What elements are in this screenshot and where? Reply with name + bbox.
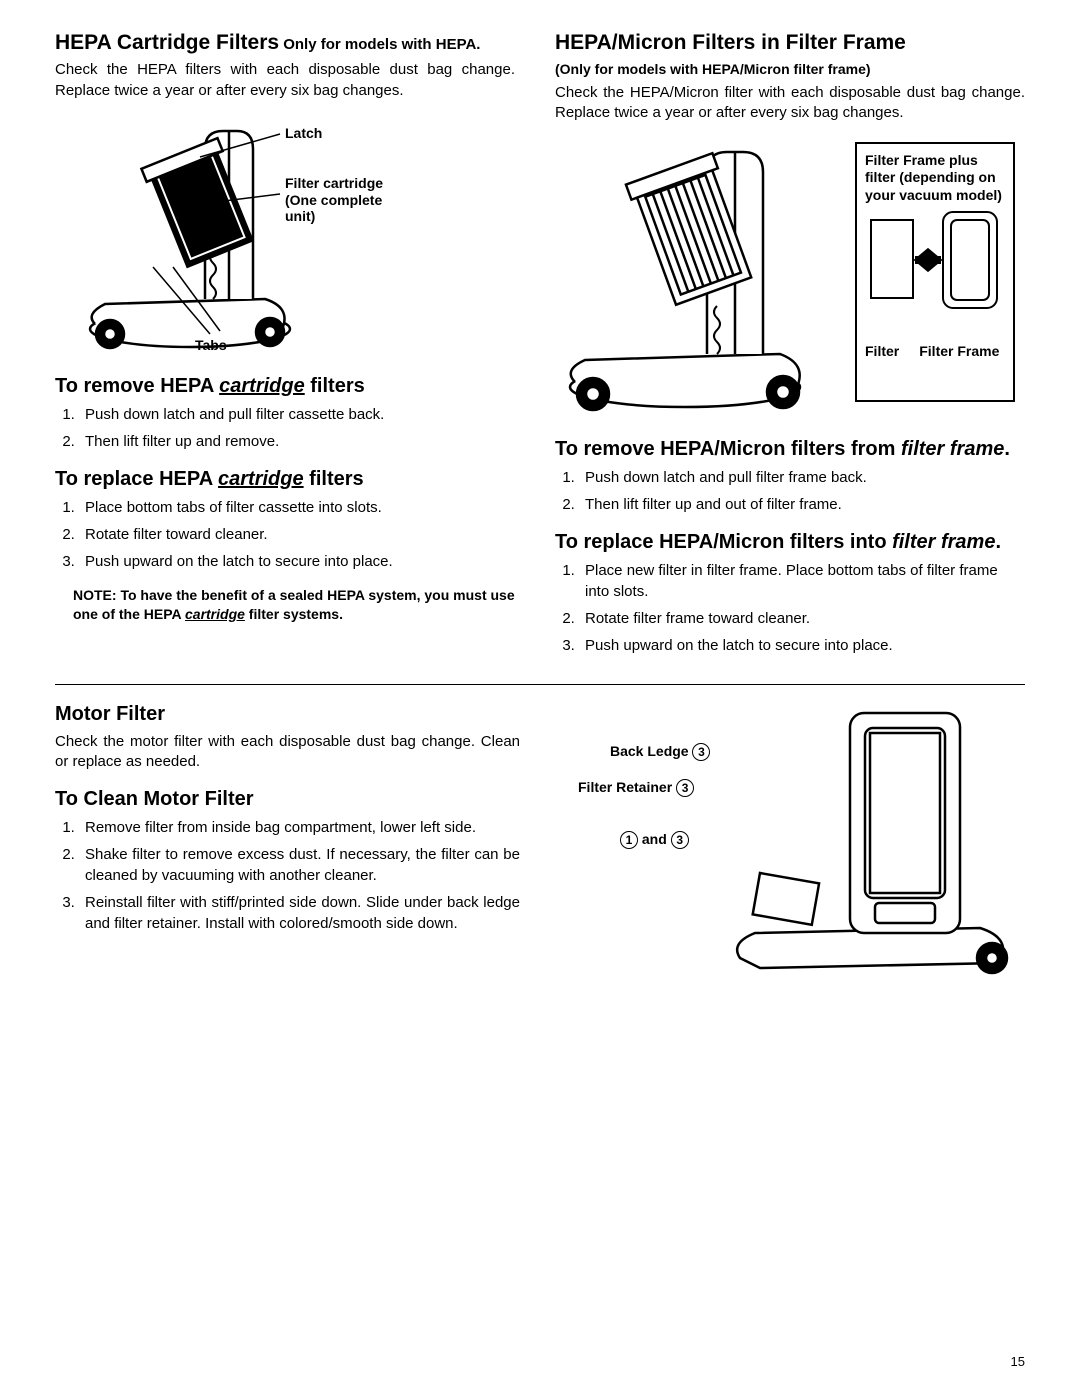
micron-intro: Check the HEPA/Micron filter with each d… bbox=[555, 83, 1025, 124]
replace-cartridge-heading: To replace HEPA cartridge filters bbox=[55, 468, 515, 491]
remove-cartridge-steps: Push down latch and pull filter cassette… bbox=[55, 404, 515, 452]
list-item: Place new filter in filter frame. Place … bbox=[579, 560, 1025, 602]
panel-frame-label: Filter Frame bbox=[919, 343, 999, 359]
vacuum-cartridge-svg bbox=[55, 119, 315, 359]
replace-cartridge-steps: Place bottom tabs of filter cassette int… bbox=[55, 497, 515, 572]
panel-filter-label: Filter bbox=[865, 343, 899, 359]
label-one-and-three: 1 and 3 bbox=[620, 831, 689, 849]
list-item: Rotate filter frame toward cleaner. bbox=[579, 608, 1025, 629]
heading-main: HEPA Cartridge Filters bbox=[55, 31, 279, 54]
filter-frame-panel: Filter Frame plus filter (depending on y… bbox=[855, 142, 1015, 402]
list-item: Push upward on the latch to secure into … bbox=[79, 551, 515, 572]
list-item: Push upward on the latch to secure into … bbox=[579, 635, 1025, 656]
clean-motor-steps: Remove filter from inside bag compartmen… bbox=[55, 817, 520, 934]
motor-filter-heading: Motor Filter bbox=[55, 703, 520, 726]
hepa-note: NOTE: To have the benefit of a sealed HE… bbox=[55, 586, 515, 624]
micron-heading: HEPA/Micron Filters in Filter Frame bbox=[555, 30, 1025, 56]
list-item: Then lift filter up and remove. bbox=[79, 431, 515, 452]
replace-frame-steps: Place new filter in filter frame. Place … bbox=[555, 560, 1025, 656]
heading-sub: Only for models with HEPA. bbox=[279, 36, 480, 53]
section-divider bbox=[55, 684, 1025, 685]
remove-cartridge-heading: To remove HEPA cartridge filters bbox=[55, 375, 515, 398]
panel-text: Filter Frame plus filter (depending on y… bbox=[865, 152, 1005, 205]
list-item: Reinstall filter with stiff/printed side… bbox=[79, 892, 520, 934]
label-filter-retainer: Filter Retainer 3 bbox=[578, 779, 694, 797]
left-column: HEPA Cartridge Filters Only for models w… bbox=[55, 30, 515, 662]
list-item: Push down latch and pull filter cassette… bbox=[79, 404, 515, 425]
list-item: Then lift filter up and out of filter fr… bbox=[579, 494, 1025, 515]
page-number: 15 bbox=[1011, 1354, 1025, 1369]
motor-filter-svg bbox=[720, 703, 1020, 1003]
motor-intro: Check the motor filter with each disposa… bbox=[55, 732, 520, 773]
vacuum-frame-svg bbox=[535, 142, 835, 422]
right-column: HEPA/Micron Filters in Filter Frame (Onl… bbox=[555, 30, 1025, 662]
remove-frame-heading: To remove HEPA/Micron filters from filte… bbox=[555, 438, 1025, 461]
micron-sub: (Only for models with HEPA/Micron filter… bbox=[555, 60, 1025, 79]
micron-figure: Filter Frame plus filter (depending on y… bbox=[555, 142, 1025, 422]
clean-motor-heading: To Clean Motor Filter bbox=[55, 788, 520, 811]
cartridge-figure: Latch Filter cartridge (One complete uni… bbox=[55, 119, 515, 359]
motor-left-col: Motor Filter Check the motor filter with… bbox=[55, 703, 520, 1003]
list-item: Rotate filter toward cleaner. bbox=[79, 524, 515, 545]
hepa-cartridge-heading: HEPA Cartridge Filters Only for models w… bbox=[55, 30, 515, 56]
list-item: Shake filter to remove excess dust. If n… bbox=[79, 844, 520, 886]
label-back-ledge: Back Ledge 3 bbox=[610, 743, 710, 761]
label-latch: Latch bbox=[285, 125, 322, 142]
label-cartridge: Filter cartridge (One complete unit) bbox=[285, 175, 415, 225]
remove-frame-steps: Push down latch and pull filter frame ba… bbox=[555, 467, 1025, 515]
label-tabs: Tabs bbox=[195, 337, 227, 354]
hepa-cartridge-intro: Check the HEPA filters with each disposa… bbox=[55, 60, 515, 101]
list-item: Place bottom tabs of filter cassette int… bbox=[79, 497, 515, 518]
replace-frame-heading: To replace HEPA/Micron filters into filt… bbox=[555, 531, 1025, 554]
motor-right-col: Back Ledge 3 Filter Retainer 3 1 and 3 bbox=[560, 703, 1025, 1003]
list-item: Push down latch and pull filter frame ba… bbox=[579, 467, 1025, 488]
list-item: Remove filter from inside bag compartmen… bbox=[79, 817, 520, 838]
